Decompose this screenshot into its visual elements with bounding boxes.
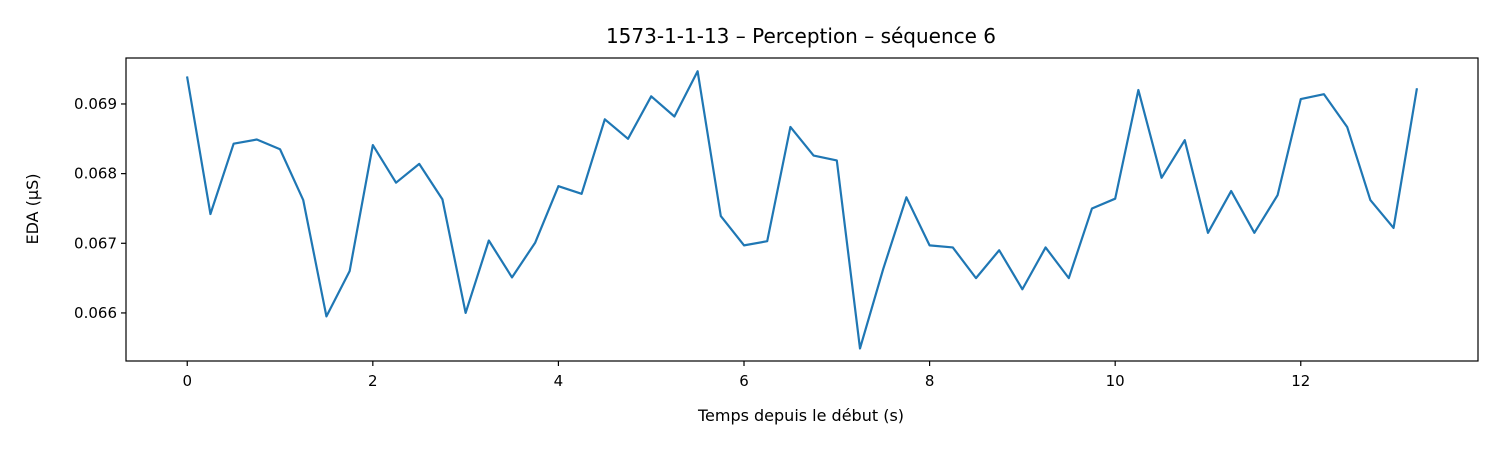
y-tick-label: 0.066 xyxy=(74,304,117,322)
chart-title: 1573-1-1-13 – Perception – séquence 6 xyxy=(606,24,996,48)
y-tick-label: 0.068 xyxy=(74,165,117,183)
y-axis-ticks: 0.066 0.067 0.068 0.069 xyxy=(74,95,126,322)
y-tick-label: 0.069 xyxy=(74,95,117,113)
plot-area: 0 2 4 6 8 10 12 0.066 0.067 0.068 0.069 xyxy=(74,57,1479,390)
axes-frame xyxy=(125,57,1479,362)
x-tick-label: 8 xyxy=(925,372,935,390)
x-tick-label: 6 xyxy=(739,372,749,390)
x-axis-ticks: 0 2 4 6 8 10 12 xyxy=(182,361,1310,390)
x-tick-label: 0 xyxy=(182,372,192,390)
x-tick-label: 12 xyxy=(1291,372,1310,390)
x-tick-label: 2 xyxy=(368,372,378,390)
eda-series-line xyxy=(185,70,1419,350)
x-axis-label: Temps depuis le début (s) xyxy=(697,406,904,425)
x-tick-label: 10 xyxy=(1106,372,1125,390)
x-tick-label: 4 xyxy=(554,372,564,390)
y-tick-label: 0.067 xyxy=(74,234,117,252)
y-axis-label: EDA (µS) xyxy=(23,174,42,245)
